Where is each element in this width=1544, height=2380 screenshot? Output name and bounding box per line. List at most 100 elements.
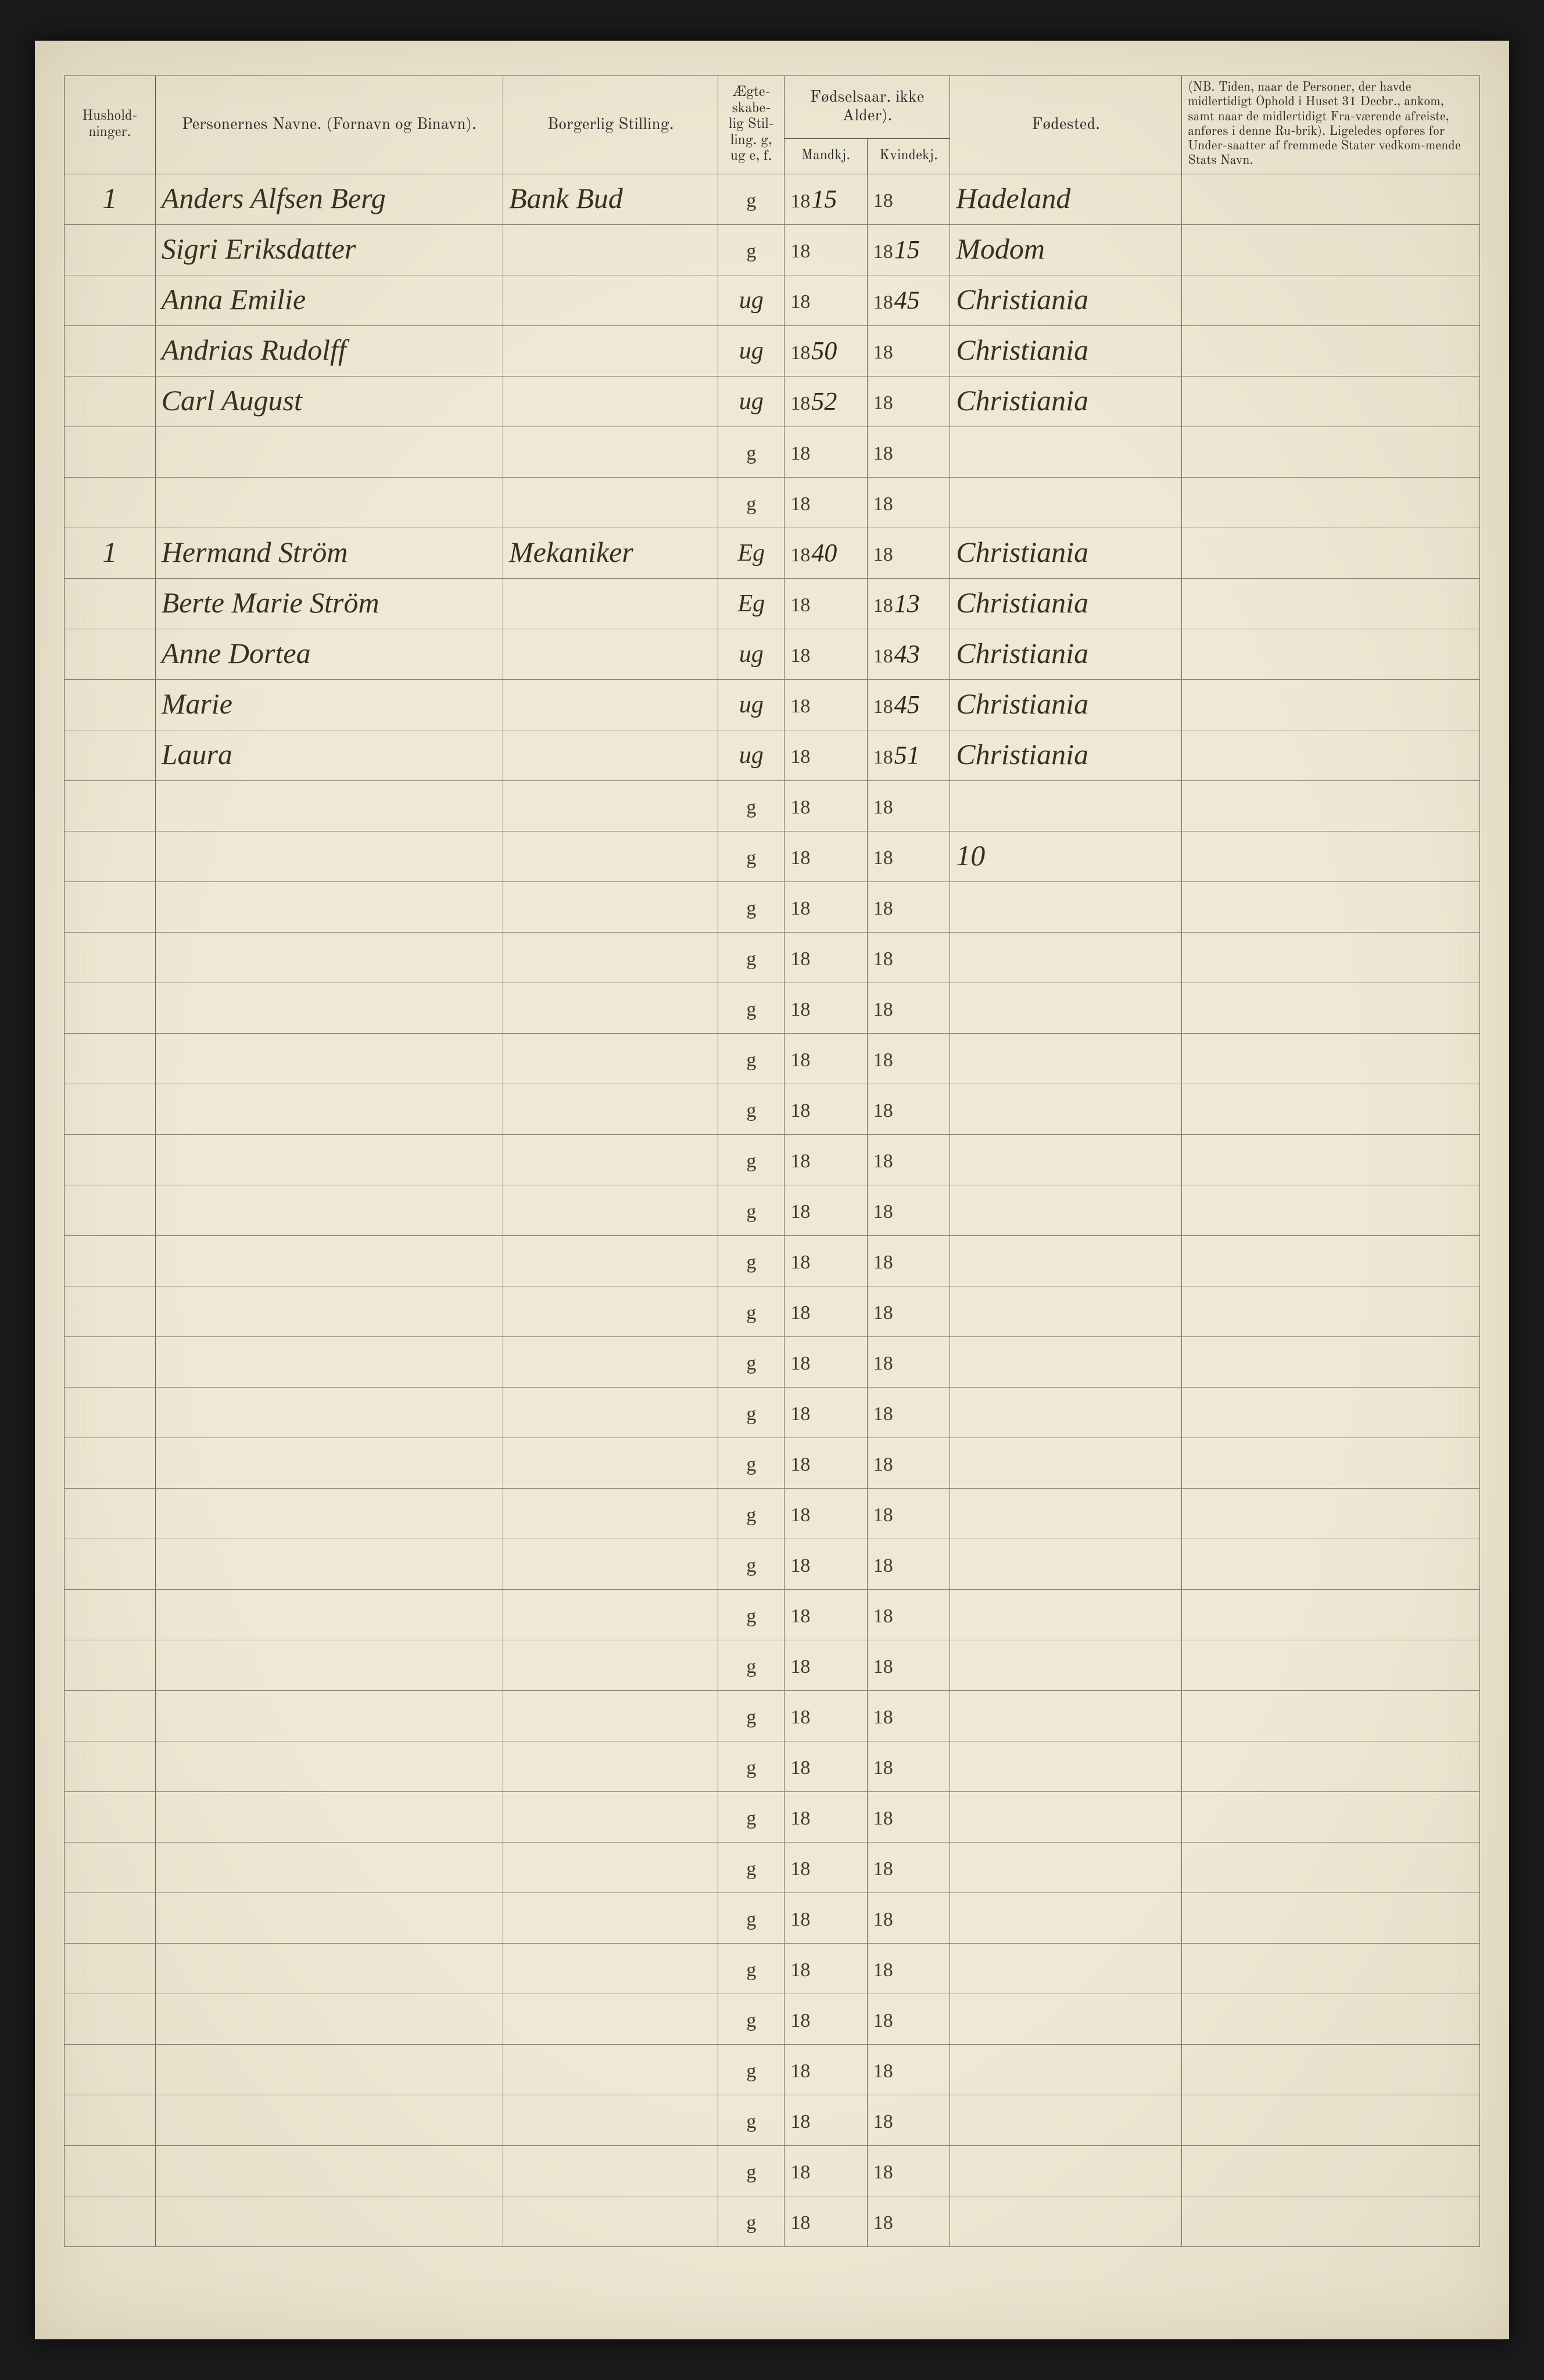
birthplace-cell <box>950 1387 1182 1438</box>
year-cell: 18 <box>867 1741 950 1791</box>
year-cell: 18 <box>867 1185 950 1235</box>
occupation-cell <box>503 376 718 426</box>
marital-text: g <box>746 1707 756 1728</box>
birthplace-cell: 10 <box>950 831 1182 881</box>
occupation-cell <box>503 629 718 679</box>
marital-text: g <box>746 1757 756 1779</box>
year-cell: 18 <box>784 426 867 477</box>
notes-cell <box>1182 1084 1480 1134</box>
birthplace-cell-text: Christiania <box>956 536 1088 568</box>
household-cell <box>65 1033 156 1084</box>
hdr-kvindekj: Kvindekj. <box>867 138 950 174</box>
name-cell <box>155 1336 503 1387</box>
year-printed-prefix: 18 <box>790 1201 810 1223</box>
year-printed-prefix: 18 <box>790 2111 810 2132</box>
year-cell: 18 <box>784 1387 867 1438</box>
marital-cell: g <box>718 1235 784 1286</box>
year-printed-prefix: 18 <box>790 1454 810 1475</box>
marital-text: g <box>746 1403 756 1425</box>
table-row: 1Hermand StrömMekanikerEg184018Christian… <box>65 528 1480 578</box>
year-cell: 18 <box>784 1185 867 1235</box>
occupation-cell <box>503 477 718 528</box>
occupation-cell <box>503 1943 718 1994</box>
year-printed-prefix: 18 <box>873 797 893 818</box>
marital-cell: g <box>718 1488 784 1539</box>
table-row: g1818 <box>65 1235 1480 1286</box>
marital-cell: ug <box>718 325 784 376</box>
household-cell <box>65 1842 156 1892</box>
year-cell: 18 <box>867 2044 950 2095</box>
year-handwritten-suffix: 15 <box>893 235 920 264</box>
year-cell: 18 <box>784 730 867 780</box>
year-printed-prefix: 18 <box>790 2212 810 2234</box>
household-cell <box>65 629 156 679</box>
year-printed-prefix: 18 <box>790 2060 810 2082</box>
year-handwritten-suffix: 52 <box>810 387 837 415</box>
year-cell: 18 <box>784 578 867 629</box>
birthplace-cell: Christiania <box>950 528 1182 578</box>
household-cell <box>65 1084 156 1134</box>
year-printed-prefix: 18 <box>873 1656 893 1678</box>
marital-cell: g <box>718 1791 784 1842</box>
year-cell: 18 <box>784 1741 867 1791</box>
marital-text: g <box>746 1302 756 1324</box>
year-printed-prefix: 18 <box>873 2111 893 2132</box>
year-cell: 18 <box>867 780 950 831</box>
name-cell: Anne Dortea <box>155 629 503 679</box>
marital-cell: g <box>718 1033 784 1084</box>
year-printed-prefix: 18 <box>873 1707 893 1728</box>
notes-cell <box>1182 1994 1480 2044</box>
marital-text: g <box>746 493 756 515</box>
table-row: g1818 <box>65 932 1480 983</box>
birthplace-cell-text: Christiania <box>956 687 1088 720</box>
year-handwritten-suffix: 13 <box>893 589 920 618</box>
year-cell: 18 <box>784 881 867 932</box>
notes-cell <box>1182 174 1480 224</box>
name-cell-text: Anne Dortea <box>162 637 311 669</box>
birthplace-cell <box>950 1892 1182 1943</box>
name-cell: Andrias Rudolff <box>155 325 503 376</box>
notes-cell <box>1182 1387 1480 1438</box>
year-printed-prefix: 18 <box>790 1959 810 1981</box>
year-printed-prefix: 18 <box>790 2162 810 2183</box>
notes-cell <box>1182 1185 1480 1235</box>
birthplace-cell <box>950 1235 1182 1286</box>
marital-cell: g <box>718 1892 784 1943</box>
household-cell <box>65 477 156 528</box>
year-cell: 18 <box>784 629 867 679</box>
notes-cell <box>1182 376 1480 426</box>
marital-text: g <box>746 898 756 919</box>
year-printed-prefix: 18 <box>790 1100 810 1121</box>
marital-text: g <box>746 443 756 464</box>
year-printed-prefix: 18 <box>790 1504 810 1526</box>
year-cell: 18 <box>784 1943 867 1994</box>
marital-cell: ug <box>718 679 784 730</box>
occupation-cell <box>503 1033 718 1084</box>
notes-cell <box>1182 932 1480 983</box>
marital-text: g <box>746 1049 756 1071</box>
year-handwritten-suffix: 51 <box>893 741 920 769</box>
year-printed-prefix: 18 <box>873 2010 893 2031</box>
year-cell: 1815 <box>784 174 867 224</box>
household-cell <box>65 275 156 325</box>
marital-cell: g <box>718 2145 784 2196</box>
table-row: Berte Marie StrömEg181813Christiania <box>65 578 1480 629</box>
birthplace-cell <box>950 1134 1182 1185</box>
table-row: g1818 <box>65 477 1480 528</box>
birthplace-cell <box>950 426 1182 477</box>
year-printed-prefix: 18 <box>790 393 810 414</box>
table-header: Hushold- ninger. Personernes Navne. (For… <box>65 76 1480 174</box>
notes-cell <box>1182 275 1480 325</box>
name-cell <box>155 1033 503 1084</box>
year-cell: 18 <box>867 1336 950 1387</box>
marital-text: g <box>746 241 756 262</box>
birthplace-cell <box>950 1589 1182 1640</box>
household-cell-text: 1 <box>102 182 117 214</box>
household-cell <box>65 2196 156 2246</box>
year-printed-prefix: 18 <box>790 797 810 818</box>
household-cell <box>65 1387 156 1438</box>
year-printed-prefix: 18 <box>873 1302 893 1324</box>
notes-cell <box>1182 1589 1480 1640</box>
household-cell <box>65 2044 156 2095</box>
occupation-cell <box>503 275 718 325</box>
